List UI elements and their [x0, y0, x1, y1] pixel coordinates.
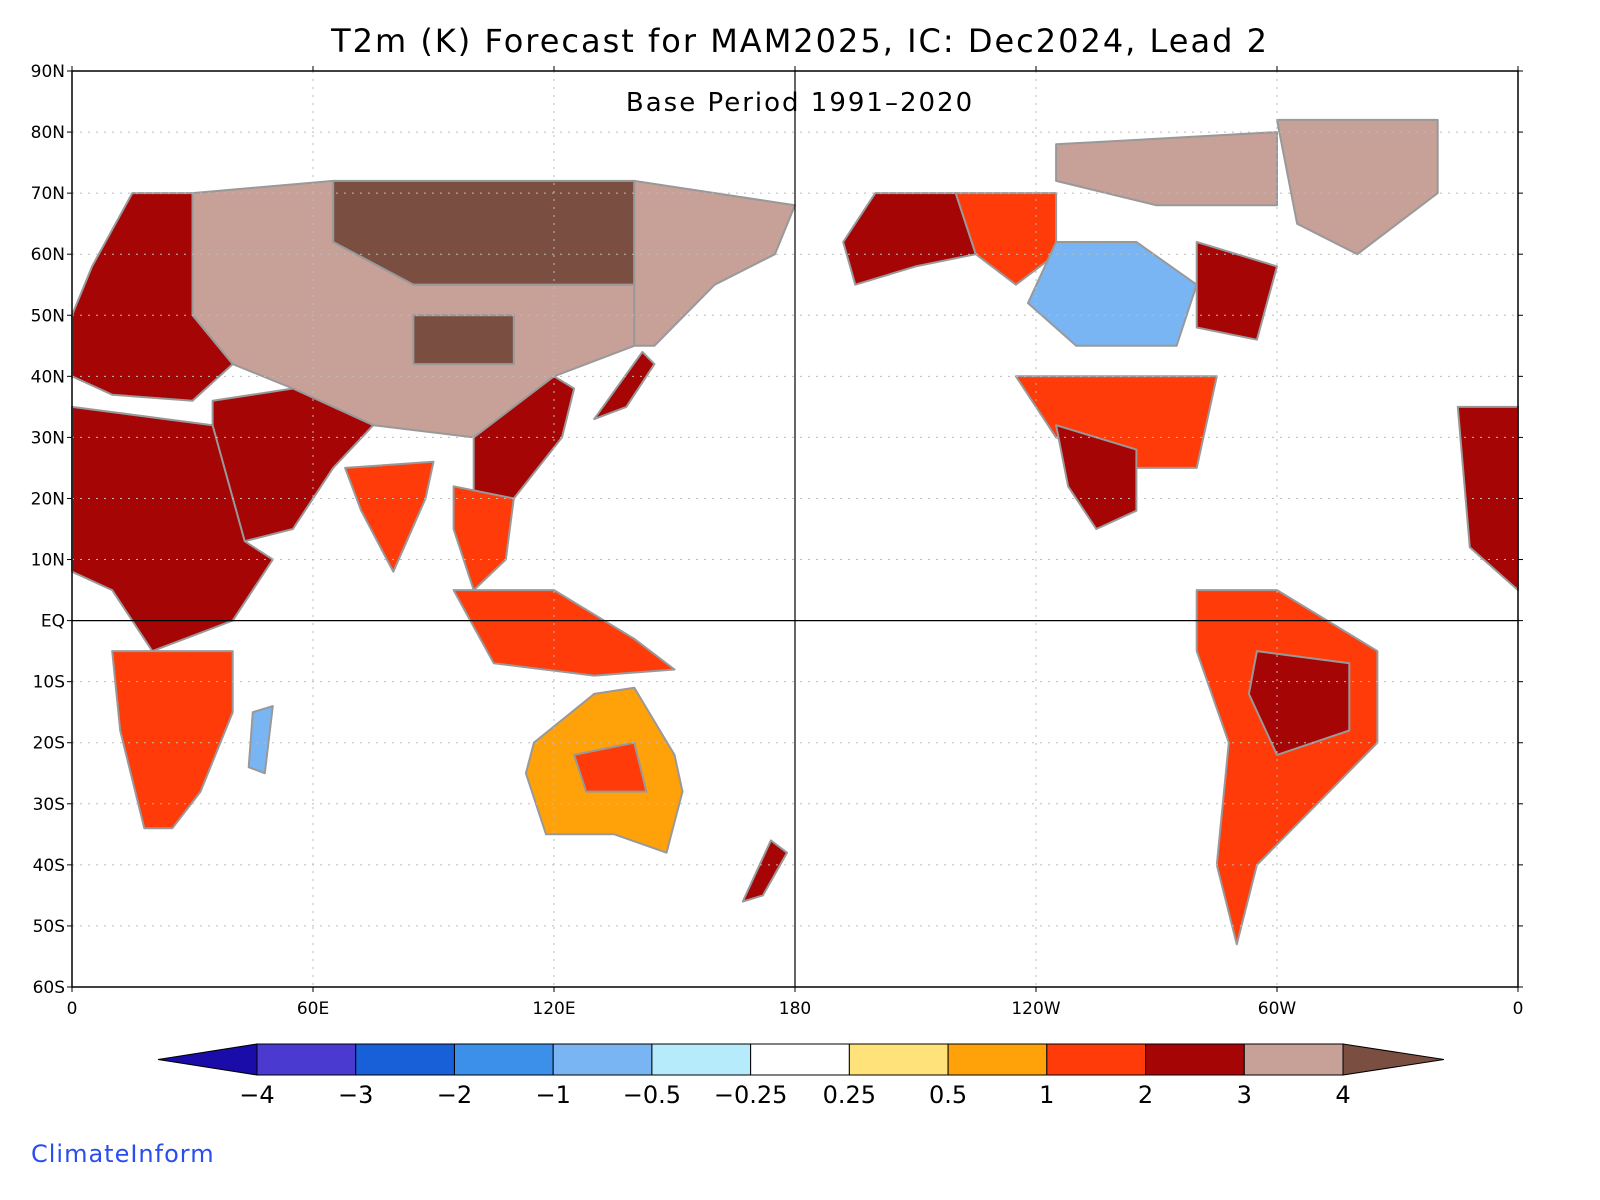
- lat-tick-label: 50N: [31, 306, 65, 326]
- lon-tick-label: 120W: [1011, 999, 1060, 1019]
- colorbar-label: 1: [1039, 1081, 1054, 1109]
- colorbar-arrow-high: [1342, 1043, 1445, 1076]
- region-northeast-asia: [633, 179, 796, 347]
- lat-tick-label: 20N: [31, 489, 65, 509]
- lon-tick-label: 60E: [297, 999, 329, 1019]
- colorbar-arrow-low: [157, 1043, 258, 1076]
- colorbar-box: [848, 1043, 949, 1076]
- lat-tick-label: 80N: [31, 123, 65, 143]
- region-southern-us: [1014, 375, 1218, 469]
- region-new-zealand: [741, 839, 788, 903]
- colorbar-label: 2: [1138, 1081, 1153, 1109]
- colorbar-label: −0.5: [623, 1081, 681, 1109]
- lon-tick-label: 120E: [532, 999, 575, 1019]
- colorbar-box: [750, 1043, 850, 1076]
- lat-tick-label: 30N: [31, 428, 65, 448]
- region-alaska: [842, 192, 977, 286]
- colorbar: [157, 1043, 1445, 1076]
- lon-tick-label: 180: [779, 999, 811, 1019]
- region-mexico: [1055, 424, 1138, 530]
- lat-tick-label: EQ: [41, 612, 65, 632]
- colorbar-box: [1046, 1043, 1147, 1076]
- lat-tick-label: 40S: [33, 856, 65, 876]
- credit-text: ClimateInform: [31, 1140, 215, 1168]
- region-japan: [593, 350, 656, 421]
- region-canada-west: [954, 192, 1058, 286]
- colorbar-box: [947, 1043, 1048, 1076]
- lat-tick-label: 60N: [31, 245, 65, 265]
- region-mongolia: [412, 314, 515, 366]
- region-central-australia: [573, 741, 648, 793]
- lat-tick-label: 90N: [31, 62, 65, 82]
- colorbar-box: [1243, 1043, 1344, 1076]
- region-eastern-canada: [1195, 241, 1278, 341]
- region-india: [344, 460, 435, 573]
- colorbar-label: −0.25: [714, 1081, 788, 1109]
- colorbar-label: −3: [338, 1081, 373, 1109]
- colorbar-box: [1145, 1043, 1245, 1076]
- colorbar-box: [651, 1043, 752, 1076]
- colorbar-label: −2: [437, 1081, 472, 1109]
- lat-tick-label: 10S: [33, 673, 65, 693]
- chart-subtitle: Base Period 1991–2020: [626, 88, 974, 118]
- region-greenland: [1276, 118, 1439, 256]
- map-axes: 90N 80N 70N 60N 50N 40N 30N 20N 10N EQ 10S 20S 30S 40…: [31, 62, 1524, 1019]
- colorbar-label: −4: [239, 1081, 274, 1109]
- lat-tick-label: 30S: [33, 795, 65, 815]
- lat-tick-label: 10N: [31, 551, 65, 571]
- region-south-america: [1195, 589, 1379, 946]
- colorbar-label: −1: [535, 1081, 570, 1109]
- lon-tick-label: 60W: [1258, 999, 1297, 1019]
- colorbar-label: 3: [1237, 1081, 1252, 1109]
- colorbar-box: [552, 1043, 653, 1076]
- chart-title: T2m (K) Forecast for MAM2025, IC: Dec202…: [331, 22, 1269, 60]
- region-west-africa-coast: [1456, 405, 1519, 592]
- colorbar-box: [453, 1043, 554, 1076]
- region-arctic-canada: [1055, 131, 1278, 207]
- lat-tick-label: 70N: [31, 184, 65, 204]
- colorbar-box: [355, 1043, 455, 1076]
- lat-tick-label: 40N: [31, 367, 65, 387]
- region-southeast-asia: [452, 485, 515, 592]
- region-southern-africa: [111, 650, 234, 830]
- lat-tick-label: 20S: [33, 734, 65, 754]
- anomaly-regions: [71, 118, 1519, 946]
- grid-lines: [72, 71, 1518, 987]
- lat-tick-label: 50S: [33, 917, 65, 937]
- colorbar-label: 4: [1335, 1081, 1350, 1109]
- colorbar-label: 0.5: [929, 1081, 967, 1109]
- colorbar-labels: −4 −3 −2 −1 −0.5 −0.25 0.25 0.5 1 2 3 4: [239, 1081, 1350, 1109]
- lat-tick-label: 60S: [33, 978, 65, 998]
- region-madagascar: [247, 705, 274, 775]
- colorbar-label: 0.25: [823, 1081, 876, 1109]
- lon-tick-label: 0: [67, 999, 78, 1019]
- region-maritime-continent: [452, 589, 676, 677]
- map-frame: [71, 70, 1519, 988]
- region-canada-cold: [1027, 241, 1198, 347]
- lon-tick-label: 0: [1513, 999, 1524, 1019]
- colorbar-box: [256, 1043, 357, 1076]
